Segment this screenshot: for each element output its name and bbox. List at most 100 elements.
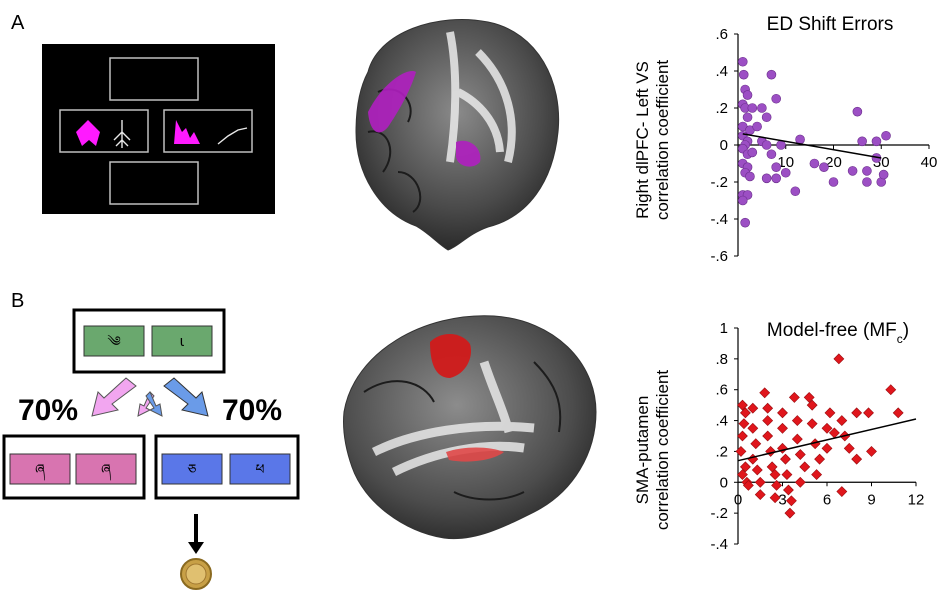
c2-point [735, 446, 747, 457]
c1-ylabel-line1: Right dlPFC- Left VS [633, 61, 652, 219]
c2-point [811, 469, 823, 480]
c2-point [747, 422, 759, 434]
c2-point [739, 461, 751, 473]
c1-point [747, 103, 758, 113]
c1-point [747, 147, 758, 158]
task-b-down-arrow-head [188, 542, 204, 554]
c2-y-tick-label: .4 [715, 413, 728, 430]
task-a-magenta-shape-right [174, 120, 200, 144]
c2-point [762, 430, 774, 442]
task-a-bottom-box [109, 161, 199, 205]
c2-point [771, 479, 782, 491]
c1-point [771, 93, 781, 104]
c1-point [757, 103, 767, 113]
c1-point [766, 69, 777, 80]
c1-y-tick-label: -.4 [710, 211, 728, 228]
c2-point [784, 507, 796, 519]
c2-point [766, 461, 778, 473]
c1-point [776, 140, 786, 150]
c2-point [754, 476, 766, 488]
brain-image-b [334, 302, 604, 552]
c1-y-tick-label: -.2 [710, 174, 728, 191]
task-a-schematic [42, 44, 275, 214]
c2-point [806, 418, 818, 430]
c2-ylabel-line1: SMA-putamen [633, 396, 652, 505]
c2-point [780, 453, 791, 465]
c2-title: Model-free (MFc) [767, 320, 909, 346]
brain-b-red-region-putamen [446, 447, 504, 462]
c1-point [862, 166, 872, 176]
brain-b-sulci [363, 361, 562, 501]
c2-title-end: ) [903, 320, 909, 341]
c2-point [892, 407, 904, 419]
c2-point [750, 438, 762, 450]
c2-point [843, 442, 855, 454]
c1-point [766, 149, 777, 160]
task-b-diagram: ༄ ι ཞ ཞ ཅ ཕ [2, 308, 300, 590]
panel-letter-a: A [11, 12, 25, 34]
task-b-left-stim-1 [9, 453, 71, 485]
task-b-arrow-small-blue [145, 391, 163, 417]
c2-point [742, 479, 754, 491]
prob-right-label: 70% [222, 394, 283, 427]
c1-y-tick-label: .2 [715, 100, 728, 117]
brain-a-white-matter [446, 31, 516, 163]
c2-y-tick-label: 1 [720, 320, 728, 337]
c2-y-tick-label: .8 [715, 351, 728, 368]
c2-point [833, 353, 845, 365]
task-b-glyph-6: ཕ [256, 462, 265, 478]
c1-point [737, 195, 748, 206]
c2-point [866, 446, 877, 457]
c1-point [738, 69, 749, 80]
c2-title-sub: c [897, 332, 903, 346]
c2-y-tick-label: 0 [720, 474, 728, 491]
prob-left-label: 70% [18, 394, 79, 427]
task-b-glyph-4: ཞ [101, 462, 111, 481]
c2-point [791, 433, 803, 445]
task-b-top-stim-1 [83, 325, 145, 357]
c1-point [742, 90, 753, 100]
task-a-magenta-shape-left [76, 120, 100, 146]
chart-model-free: 1.8.6.4.20-.2-.40 3 6 9 12 Model-free (MFc) … [633, 320, 925, 553]
c2-points [735, 353, 904, 519]
task-b-arrow-left [91, 377, 137, 417]
c1-point [878, 169, 889, 180]
task-b-left-stim-2 [75, 453, 137, 485]
c1-point [871, 136, 882, 147]
chart-ed-shift-errors: .6.4.20-.2-.4-.610 20 30 40 ED Shift Errors… [633, 14, 938, 265]
c2-point [806, 399, 818, 411]
c1-x-tick-label: 40 [921, 154, 938, 171]
task-a-right-box [163, 109, 253, 153]
task-b-arrow-right [163, 377, 209, 417]
task-a-stimuli [59, 57, 253, 205]
c1-point [742, 112, 753, 123]
c1-point [857, 136, 867, 147]
c2-point [777, 422, 788, 434]
c2-point [737, 469, 748, 480]
c2-x-tick-label: 0 [734, 491, 742, 508]
c1-point [761, 140, 772, 150]
c1-point [745, 171, 755, 182]
task-b-glyph-1: ༄ [107, 334, 120, 350]
brain-image-a [338, 12, 568, 252]
task-a-left-box [59, 109, 149, 153]
c2-y-tick-label: .6 [715, 382, 728, 399]
c2-point [814, 453, 826, 465]
c1-point [847, 166, 858, 176]
c2-point [739, 407, 751, 419]
c1-point [740, 217, 750, 228]
c1-ylabel-line2: correlation coefficient [653, 60, 672, 221]
c2-point [803, 392, 815, 403]
c1-y-tick-label: .4 [715, 63, 728, 80]
c2-point [799, 461, 811, 473]
c2-point [794, 449, 806, 460]
c1-point [761, 173, 772, 184]
c2-x-tick-label: 12 [908, 491, 925, 508]
c2-point [788, 392, 800, 403]
c1-point [780, 167, 791, 178]
c2-y-tick-label: -.2 [710, 505, 728, 522]
c2-point [885, 384, 897, 396]
c2-ylabel-line2: correlation coefficient [653, 370, 672, 531]
c2-point [821, 442, 833, 454]
c2-x-tick-label: 3 [778, 491, 786, 508]
